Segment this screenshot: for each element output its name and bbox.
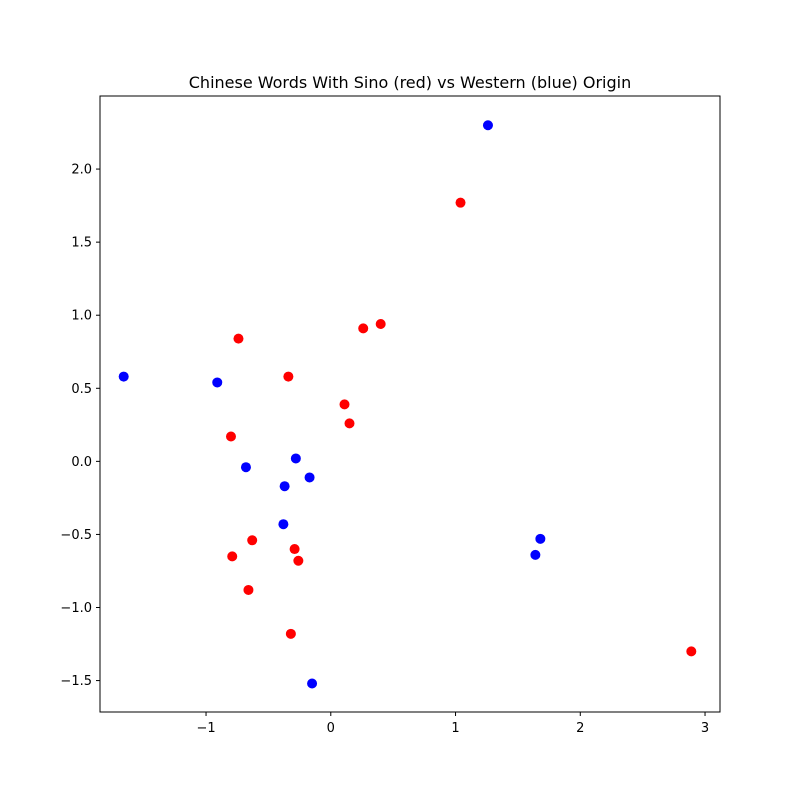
y-tick-label: −0.5 (60, 528, 92, 543)
data-point (243, 584, 254, 595)
data-point (339, 399, 350, 410)
y-tick-label: 2.0 (71, 163, 92, 178)
data-point (279, 481, 290, 492)
data-point (227, 551, 238, 562)
x-tick-label: 0 (327, 721, 335, 736)
data-point (375, 318, 386, 329)
x-tick-label: −1 (196, 721, 215, 736)
y-tick-label: 1.0 (71, 309, 92, 324)
data-point (225, 431, 236, 442)
y-tick-label: 0.5 (71, 382, 92, 397)
y-tick-label: 0.0 (71, 455, 92, 470)
data-point (344, 418, 355, 429)
data-point (278, 519, 289, 530)
x-tick-label: 3 (701, 721, 709, 736)
data-point (530, 549, 541, 560)
data-point (285, 628, 296, 639)
y-tick-label: −1.5 (60, 674, 92, 689)
data-point (358, 323, 369, 334)
chart-title: Chinese Words With Sino (red) vs Western… (189, 73, 632, 92)
data-points (118, 120, 697, 689)
y-tick-label: 1.5 (71, 236, 92, 251)
y-tick-label: −1.0 (60, 601, 92, 616)
data-point (233, 333, 244, 344)
data-point (686, 646, 697, 657)
x-tick-label: 1 (451, 721, 459, 736)
data-point (283, 371, 294, 382)
x-tick-label: 2 (576, 721, 584, 736)
data-point (289, 544, 300, 555)
data-point (482, 120, 493, 131)
axis-ticks: −1 0 1 2 3 −1.5 −1.0 −0.5 0.0 0.5 1.0 1.5 2.0 (60, 163, 709, 736)
data-point (304, 472, 315, 483)
data-point (290, 453, 301, 464)
data-point (247, 535, 258, 546)
data-point (307, 678, 318, 689)
data-point (535, 533, 546, 544)
data-point (240, 462, 251, 473)
data-point (118, 371, 129, 382)
data-point (293, 555, 304, 566)
data-point (212, 377, 223, 388)
data-point (455, 197, 466, 208)
plot-frame (99, 95, 721, 713)
